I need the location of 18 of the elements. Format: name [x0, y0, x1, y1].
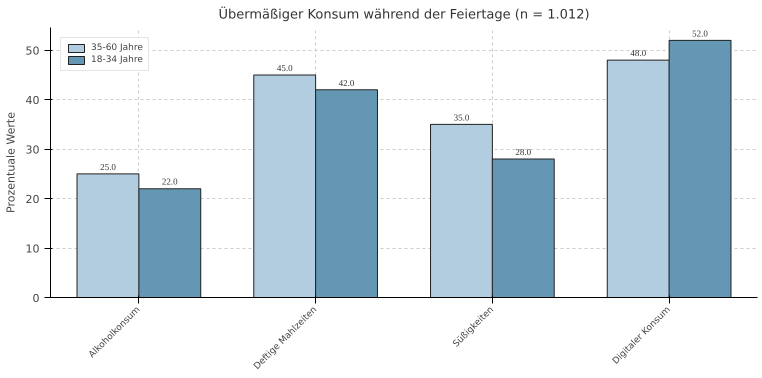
y-tick-label: 0	[32, 292, 40, 305]
y-tick-label: 30	[26, 144, 40, 157]
y-tick-label: 50	[26, 44, 40, 58]
data-label: 22.0	[162, 176, 178, 187]
y-tick-label: 10	[26, 242, 40, 256]
data-label: 48.0	[630, 48, 647, 58]
data-label: 42.0	[338, 78, 355, 88]
y-tick-label: 40	[26, 94, 40, 108]
data-label: 52.0	[692, 28, 708, 38]
legend-label: 35-60 Jahre	[91, 43, 143, 53]
data-label: 45.0	[276, 62, 294, 73]
legend-label: 18-34 Jahre	[91, 55, 143, 65]
chart-title: Übermäßiger Konsum während der Feiertage (n = 1.012)	[218, 6, 590, 22]
data-label: 35.0	[454, 112, 470, 122]
y-tick-label: 20	[26, 193, 40, 206]
y-axis-title: Prozentuale Werte	[4, 112, 18, 213]
data-label: 25.0	[100, 162, 116, 172]
data-label: 28.0	[515, 147, 532, 158]
